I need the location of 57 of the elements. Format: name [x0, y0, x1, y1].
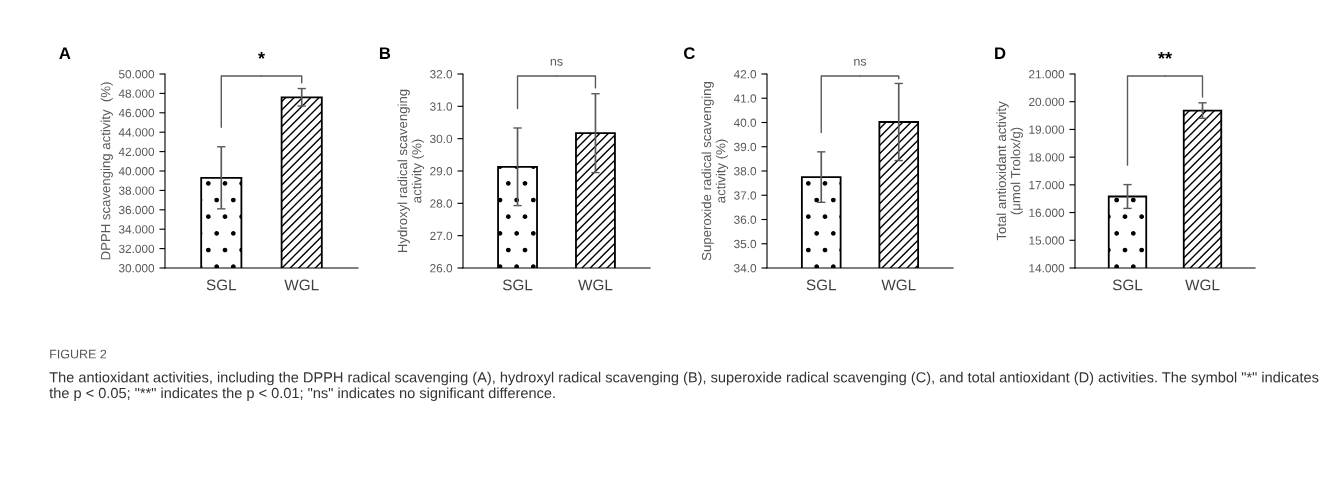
y-tick-label: 26.0 — [430, 264, 453, 273]
chart-title: A — [59, 47, 71, 59]
y-tick-label: 39.0 — [734, 142, 757, 152]
y-tick-label: 14.000 — [1029, 264, 1065, 273]
y-axis-title: Hydroxyl radical scavenging activity (%) — [397, 89, 425, 253]
y-tick-label: 46.000 — [118, 108, 155, 118]
chart-title: D — [995, 47, 1006, 59]
y-tick-label: 30.0 — [430, 134, 453, 144]
chart-title: C — [683, 47, 695, 60]
x-tick-label: SGL — [502, 279, 533, 291]
y-tick-label: 20.000 — [1029, 97, 1065, 107]
y-tick-label: 15.000 — [1029, 236, 1065, 245]
y-tick-label: 38.000 — [118, 186, 155, 195]
y-tick-label: 29.0 — [430, 167, 453, 176]
y-tick-label: 19.000 — [1029, 125, 1065, 134]
x-tick-label: WGL — [881, 279, 916, 291]
text: ns — [550, 58, 563, 66]
y-tick-label: 16.000 — [1029, 208, 1065, 217]
y-tick-label: 40.000 — [118, 167, 155, 176]
y-tick-label: 35.0 — [734, 239, 757, 249]
y-tick-label: 31.0 — [430, 102, 453, 111]
y-tick-label: 50.000 — [118, 70, 155, 79]
x-tick-label: WGL — [578, 279, 613, 291]
text: ns — [854, 58, 867, 66]
y-axis-title: Superoxide radical scavenging activity (%) — [701, 81, 729, 261]
text: ** — [1158, 52, 1173, 59]
y-axis-title: DPPH scavenging activity (%) — [100, 82, 113, 260]
y-tick-label: 44.000 — [118, 128, 155, 137]
y-tick-label: 48.000 — [118, 89, 155, 98]
y-tick-label: 37.0 — [734, 191, 757, 200]
text: * — [258, 52, 265, 59]
x-tick-label: WGL — [1185, 279, 1220, 291]
y-tick-label: 34.0 — [734, 264, 757, 273]
y-tick-label: 36.0 — [734, 215, 757, 224]
y-axis-title: Total antioxidant activity (μmol Trolox/g) — [996, 101, 1023, 241]
y-tick-label: 28.0 — [430, 199, 453, 208]
y-tick-label: 42.0 — [733, 70, 757, 79]
chart-title: B — [379, 47, 391, 59]
y-tick-label: 18.000 — [1029, 153, 1065, 162]
x-tick-label: WGL — [284, 279, 319, 291]
y-tick-label: 17.000 — [1029, 180, 1065, 190]
y-tick-label: 32.0 — [430, 70, 453, 79]
x-tick-label: SGL — [206, 279, 237, 291]
x-tick-label: SGL — [806, 279, 837, 291]
text: The antioxidant activities, including the DPPH radical scavenging (A), hydroxyl radical scavenging (B), superoxide radical scavenging (C), and total antioxidant (D) activities. The symbol "*" indicates the p < 0.05; "**" indicates the p < 0.01; "ns" indicates no significant difference. — [49, 371, 1319, 402]
y-tick-label: 32.000 — [118, 244, 155, 253]
y-tick-label: 30.000 — [118, 264, 155, 273]
y-tick-label: 40.0 — [733, 118, 757, 127]
caption: FIGURE 2 — [50, 349, 107, 359]
y-tick-label: 36.000 — [118, 205, 155, 215]
y-tick-label: 42.000 — [118, 147, 155, 156]
y-tick-label: 34.000 — [118, 225, 155, 234]
y-tick-label: 41.0 — [733, 94, 757, 103]
y-tick-label: 38.0 — [734, 167, 757, 176]
y-tick-label: 27.0 — [430, 231, 453, 241]
y-tick-label: 21.000 — [1029, 70, 1065, 79]
x-tick-label: SGL — [1112, 279, 1143, 291]
